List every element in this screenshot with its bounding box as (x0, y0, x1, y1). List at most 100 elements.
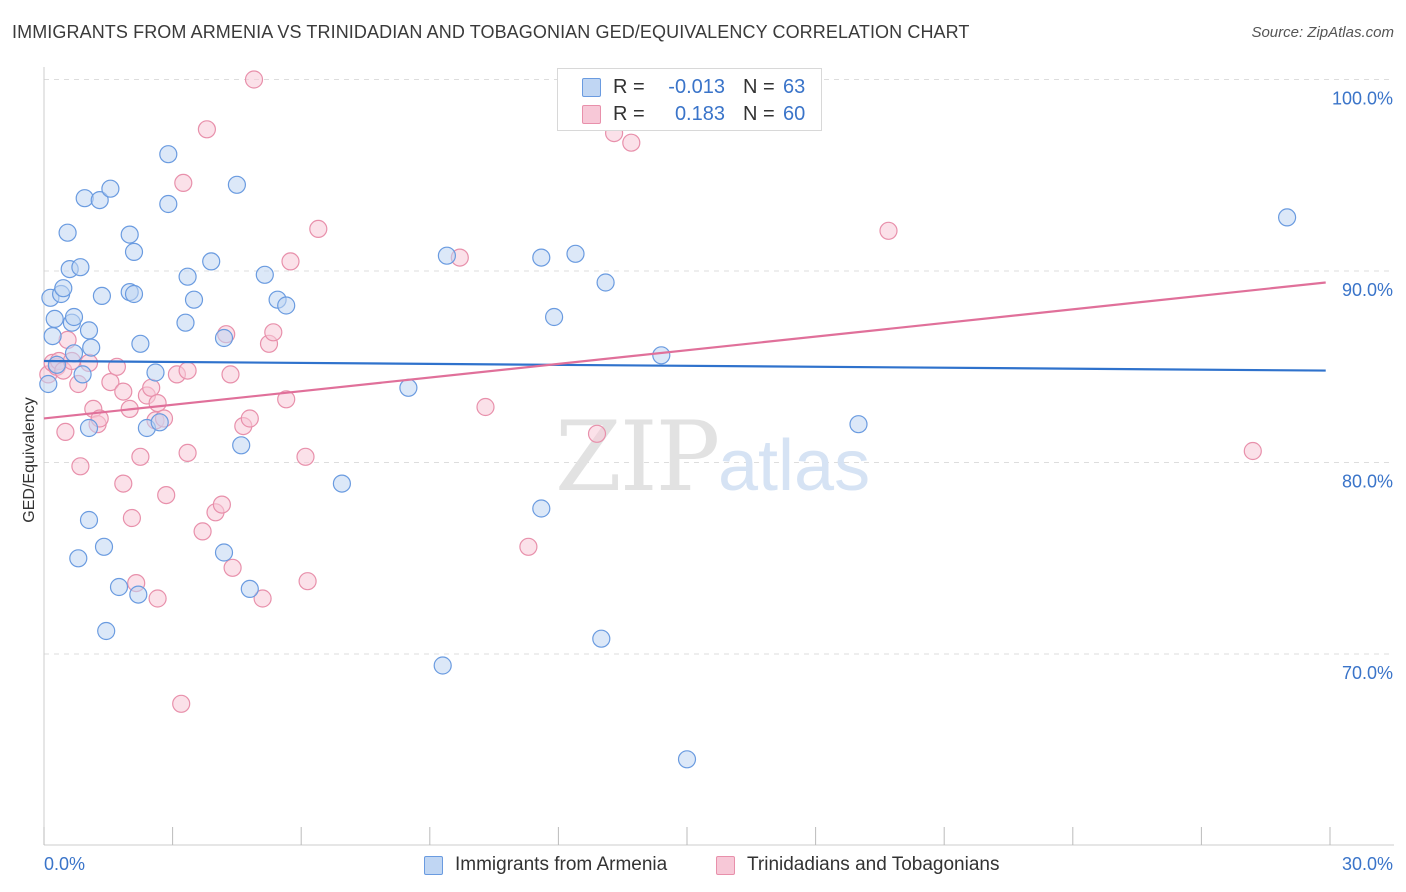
r-value: -0.013 (668, 75, 725, 98)
point-armenia (79, 418, 99, 438)
point-trinidadians (296, 447, 315, 466)
r-label: R = (613, 102, 645, 125)
point-trinidadians (240, 409, 259, 428)
point-armenia (79, 510, 99, 530)
point-armenia (101, 179, 120, 198)
point-trinidadians (519, 537, 538, 556)
point-armenia (120, 225, 139, 244)
point-trinidadians (114, 382, 133, 401)
point-armenia (124, 284, 144, 304)
point-armenia (71, 258, 90, 277)
point-trinidadians (212, 495, 231, 514)
point-trinidadians (71, 457, 90, 476)
point-armenia (54, 279, 73, 298)
watermark: ZIP atlas (555, 401, 870, 513)
point-armenia (849, 415, 868, 434)
point-armenia (596, 273, 615, 292)
legend-item-armenia[interactable]: Immigrants from Armenia (424, 852, 667, 878)
point-trinidadians (1243, 441, 1262, 461)
point-trinidadians (178, 361, 197, 380)
y-tick-label: 100.0% (1332, 89, 1393, 109)
trendline-armenia (43, 359, 1326, 372)
watermark-atlas: atlas (718, 426, 870, 506)
y-axis-label: GED/Equivalency (21, 397, 38, 522)
trendline-trinidadians (43, 281, 1326, 420)
point-armenia (94, 537, 114, 556)
point-armenia (146, 363, 165, 382)
legend-label-trinidadians: Trinidadians and Tobagonians (747, 854, 1000, 875)
point-trinidadians (56, 422, 75, 441)
point-armenia (178, 267, 197, 286)
point-armenia (73, 365, 92, 384)
point-armenia (437, 246, 456, 265)
n-value: 63 (783, 75, 806, 98)
point-armenia (214, 328, 234, 348)
point-armenia (150, 413, 169, 432)
point-trinidadians (264, 323, 283, 342)
point-armenia (43, 327, 62, 346)
series-legend: Immigrants from Armenia Trinidadians and… (0, 852, 1406, 878)
point-armenia (277, 296, 296, 315)
x-tick-label: 30.0% (1342, 854, 1393, 874)
point-armenia (124, 242, 144, 261)
chart-title: IMMIGRANTS FROM ARMENIA VS TRINIDADIAN A… (12, 22, 970, 42)
series-armenia-points (39, 145, 1297, 769)
point-trinidadians (131, 447, 150, 466)
point-trinidadians (172, 694, 191, 713)
point-armenia (92, 286, 112, 305)
point-armenia (131, 334, 150, 353)
point-trinidadians (253, 589, 272, 608)
point-armenia (176, 313, 195, 332)
point-armenia (159, 145, 178, 164)
axes (43, 67, 1394, 846)
point-armenia (232, 436, 251, 455)
point-trinidadians (622, 133, 641, 152)
point-armenia (399, 378, 418, 397)
point-trinidadians (309, 219, 328, 238)
point-trinidadians (281, 252, 300, 271)
n-value: 60 (783, 102, 806, 125)
point-trinidadians (101, 373, 120, 392)
point-armenia (332, 474, 351, 493)
tick-labels: 100.0% 90.0% 80.0% 70.0% 0.0% 30.0% (44, 89, 1393, 875)
legend-swatch-blue (424, 855, 443, 875)
point-trinidadians (174, 173, 193, 192)
point-trinidadians (114, 474, 133, 493)
trend-lines (43, 281, 1326, 420)
point-armenia (214, 543, 234, 562)
point-armenia (227, 175, 246, 194)
point-trinidadians (298, 572, 317, 591)
legend-swatch-pink (582, 104, 601, 124)
point-armenia (532, 499, 551, 518)
point-armenia (1277, 208, 1297, 227)
legend-item-trinidadians[interactable]: Trinidadians and Tobagonians (716, 852, 999, 878)
point-trinidadians (157, 486, 176, 505)
point-armenia (79, 321, 99, 340)
point-trinidadians (122, 508, 141, 528)
point-armenia (677, 750, 697, 769)
point-armenia (45, 309, 64, 328)
point-trinidadians (476, 397, 495, 417)
point-armenia (652, 346, 671, 365)
point-armenia (69, 549, 88, 568)
point-armenia (39, 374, 58, 394)
legend-swatch-blue (582, 77, 601, 97)
legend-row-armenia: R = -0.013 N = 63 (582, 74, 805, 100)
point-trinidadians (277, 390, 296, 409)
point-armenia (544, 307, 564, 327)
point-trinidadians (142, 378, 161, 397)
point-armenia (566, 244, 585, 263)
point-trinidadians (244, 70, 264, 89)
point-trinidadians (879, 221, 898, 240)
point-armenia (109, 577, 129, 597)
point-armenia (47, 355, 67, 374)
point-trinidadians (148, 394, 167, 413)
legend-swatch-pink (716, 855, 735, 875)
n-label: N = (743, 75, 775, 98)
point-armenia (240, 579, 259, 599)
point-trinidadians (221, 365, 240, 384)
r-value: 0.183 (674, 102, 725, 125)
y-tick-label: 90.0% (1342, 280, 1393, 300)
point-trinidadians (197, 120, 216, 139)
